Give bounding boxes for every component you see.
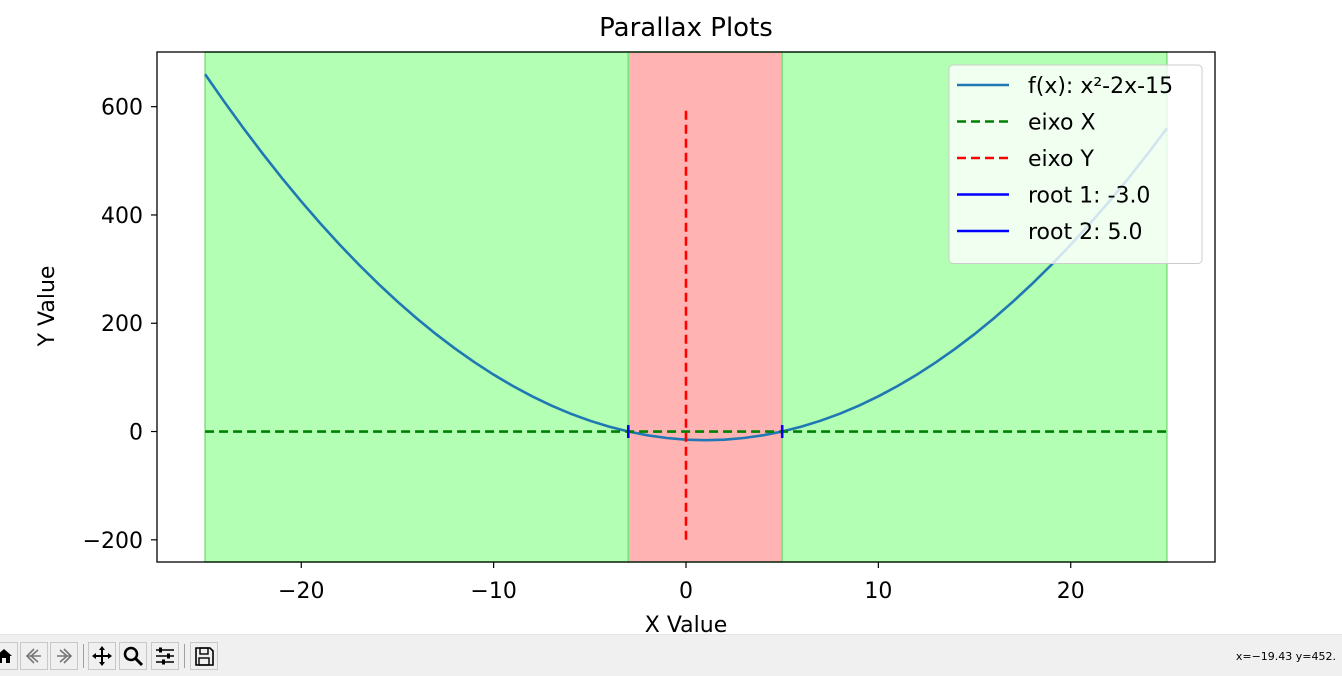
coordinate-readout: x=−19.43 y=452.	[1235, 650, 1336, 663]
x-tick-label: 20	[1057, 579, 1085, 604]
x-axis-label: X Value	[645, 613, 727, 634]
save-floppy-icon	[195, 647, 214, 666]
legend-box	[948, 64, 1203, 264]
pan-move-icon	[92, 646, 112, 666]
legend: f(x): x²-2x-15 eixo X eixo Y root 1: -3.0 ro…	[948, 64, 1203, 264]
home-button[interactable]	[0, 642, 18, 670]
pan-button[interactable]	[88, 642, 116, 670]
y-axis-label: Y Value	[35, 266, 60, 348]
back-button[interactable]	[20, 642, 48, 670]
x-tick-label: 10	[864, 579, 892, 604]
x-tick-label: −20	[278, 579, 324, 604]
zoom-button[interactable]	[119, 642, 147, 670]
toolbar-separator	[184, 644, 185, 668]
y-tick-label: 200	[101, 312, 143, 337]
forward-button[interactable]	[50, 642, 78, 670]
x-tick-label: −10	[470, 579, 516, 604]
configure-subplots-button[interactable]	[151, 642, 179, 670]
legend-label-2: eixo X	[1028, 111, 1096, 136]
configure-subplots-icon	[156, 647, 174, 665]
legend-label-5: root 2: 5.0	[1028, 220, 1143, 245]
toolbar-separator	[83, 644, 84, 668]
x-tick-label: 0	[679, 579, 693, 604]
y-tick-label: 0	[129, 421, 143, 446]
figure-canvas: −20 −10 0 10 20 −200 0 200 400 600 Parallax Plot…	[35, 13, 1216, 638]
zoom-magnifier-icon	[123, 646, 144, 667]
legend-label-1: f(x): x²-2x-15	[1028, 74, 1173, 99]
y-tick-label: 600	[101, 96, 143, 121]
y-ticks: −200 0 200 400 600	[83, 96, 157, 554]
x-ticks: −20 −10 0 10 20	[278, 562, 1085, 604]
forward-arrow-icon	[57, 648, 73, 664]
chart-title: Parallax Plots	[599, 13, 773, 43]
shaded-region-2	[627, 51, 783, 563]
home-icon	[0, 649, 12, 663]
navigation-toolbar: x=−19.43 y=452.	[0, 634, 1342, 676]
legend-label-4: root 1: -3.0	[1028, 184, 1150, 209]
legend-label-3: eixo Y	[1028, 147, 1094, 172]
y-tick-label: 400	[101, 204, 143, 229]
save-button[interactable]	[190, 642, 218, 670]
y-tick-label: −200	[83, 529, 143, 554]
back-arrow-icon	[25, 648, 41, 664]
shaded-region-1	[204, 51, 630, 563]
plot-lines	[204, 73, 1168, 540]
chart: −20 −10 0 10 20 −200 0 200 400 600 Parallax Plot…	[35, 13, 1216, 638]
